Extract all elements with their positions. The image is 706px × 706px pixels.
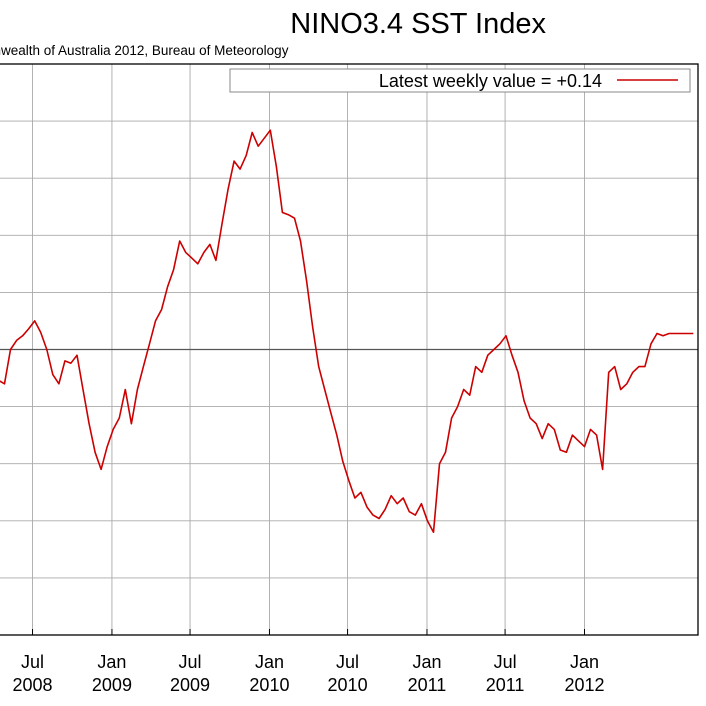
x-tick-month: Jan xyxy=(255,652,284,672)
x-tick-month: Jan xyxy=(412,652,441,672)
x-tick-year: 2012 xyxy=(564,675,604,695)
x-tick-year: 2008 xyxy=(13,675,53,695)
plot-frame xyxy=(0,63,699,636)
legend-box xyxy=(229,68,691,93)
x-tick-year: 2010 xyxy=(249,675,289,695)
x-tick-year: 2009 xyxy=(170,675,210,695)
chart-title: NINO3.4 SST Index xyxy=(290,8,546,40)
x-tick-month: Jan xyxy=(570,652,599,672)
legend-label: Latest weekly value = +0.14 xyxy=(379,71,602,91)
x-tick-month: Jul xyxy=(21,652,44,672)
x-tick-month: Jul xyxy=(179,652,202,672)
legend: Latest weekly value = +0.14 xyxy=(229,68,691,93)
x-tick-year: 2011 xyxy=(408,675,447,695)
x-tick-year: 2010 xyxy=(328,675,368,695)
x-tick-year: 2009 xyxy=(92,675,132,695)
x-tick-labels: Jul 2008 Jan 2009 Jul 2009 Jan 2010 Jul 2010 Jan 20… xyxy=(13,652,605,695)
x-tick-month: Jul xyxy=(336,652,359,672)
x-tick-year: 2011 xyxy=(486,675,525,695)
x-tick-month: Jan xyxy=(97,652,126,672)
series-line xyxy=(0,129,694,534)
chart-subtitle: onwealth of Australia 2012, Bureau of Me… xyxy=(0,43,289,58)
x-tick-month: Jul xyxy=(494,652,517,672)
